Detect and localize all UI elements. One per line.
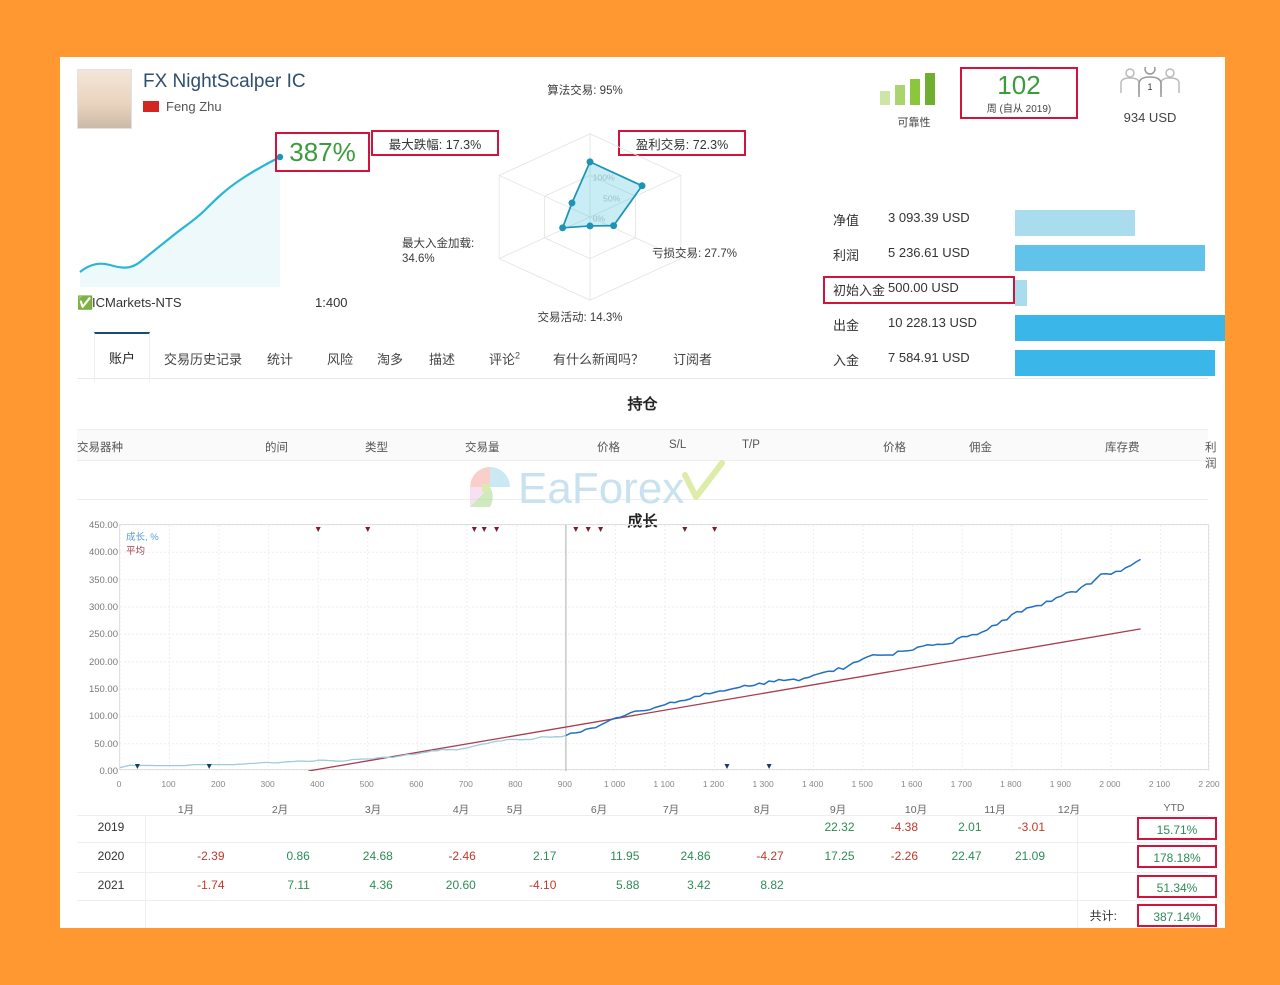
svg-text:1: 1: [1147, 82, 1152, 92]
svg-text:EaForex: EaForex: [518, 464, 684, 513]
